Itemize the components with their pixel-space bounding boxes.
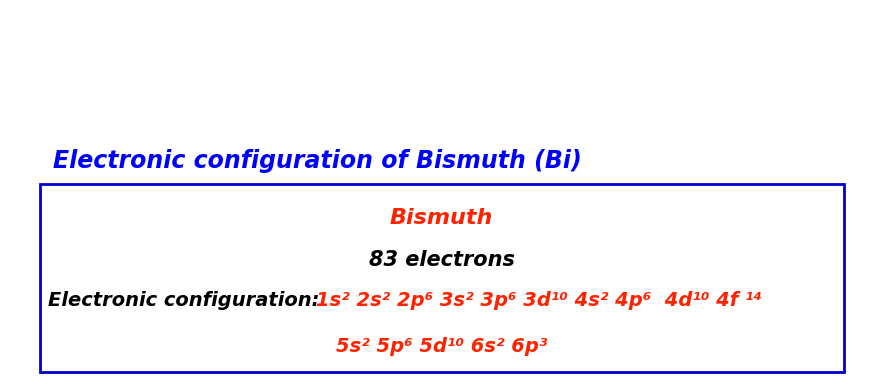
Bar <box>40 184 843 372</box>
Text: 5s² 5p⁶ 5d¹⁰ 6s² 6p³: 5s² 5p⁶ 5d¹⁰ 6s² 6p³ <box>335 337 547 356</box>
Text: 83 electrons: 83 electrons <box>369 250 514 270</box>
Text: Electronic configuration of Bismuth (Bi): Electronic configuration of Bismuth (Bi) <box>53 149 581 173</box>
Text: 1s² 2s² 2p⁶ 3s² 3p⁶ 3d¹⁰ 4s² 4p⁶  4d¹⁰ 4f ¹⁴: 1s² 2s² 2p⁶ 3s² 3p⁶ 3d¹⁰ 4s² 4p⁶ 4d¹⁰ 4f… <box>316 291 761 311</box>
Text: Bismuth: Bismuth <box>390 208 493 228</box>
Text: Electronic configuration:: Electronic configuration: <box>48 291 326 311</box>
